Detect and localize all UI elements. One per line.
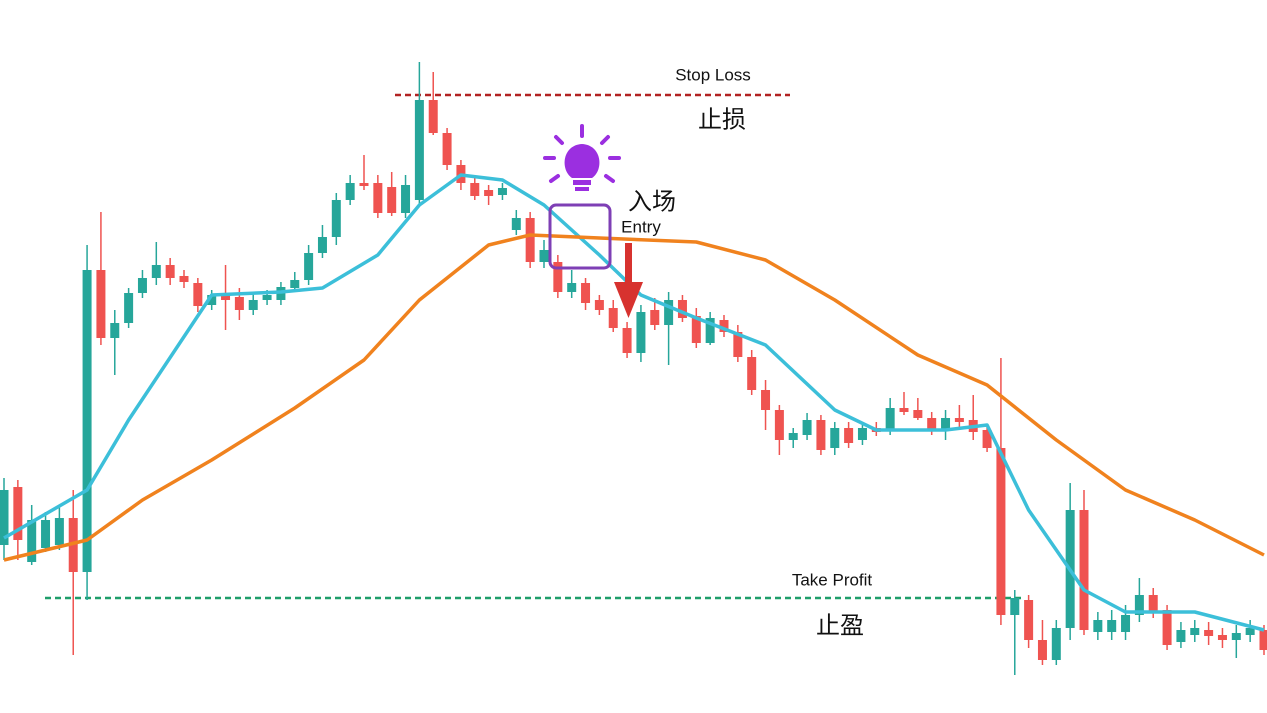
candle-body xyxy=(816,420,826,450)
candle-body xyxy=(511,218,521,230)
candle-body xyxy=(1190,628,1200,635)
candle-body xyxy=(401,185,411,213)
candle-body xyxy=(345,183,355,200)
candle-body xyxy=(650,310,660,325)
candle-body xyxy=(497,188,507,195)
candle-body xyxy=(124,293,134,323)
candle-body xyxy=(567,283,577,292)
candle-body xyxy=(844,428,854,443)
candle-body xyxy=(1245,628,1255,635)
candle-body xyxy=(359,183,369,186)
candle-body xyxy=(137,278,147,293)
candle-body xyxy=(1231,633,1241,640)
candle-body xyxy=(608,308,618,328)
candle-body xyxy=(221,293,231,300)
candle-body xyxy=(470,183,480,196)
entry-label-cn: 入场 xyxy=(628,188,676,215)
entry-label: Entry xyxy=(621,217,661,236)
candle-body xyxy=(594,300,604,310)
candle-body xyxy=(885,408,895,430)
take-profit-label: Take Profit xyxy=(792,570,873,589)
candle-body xyxy=(387,187,397,213)
candle-body xyxy=(317,237,327,253)
candle-body xyxy=(1079,510,1089,630)
candle-body xyxy=(802,420,812,435)
candle-body xyxy=(927,418,937,430)
candle-body xyxy=(733,332,743,357)
candle-body xyxy=(996,448,1006,615)
candle-body xyxy=(719,320,729,332)
candle-body xyxy=(165,265,175,278)
candle-body xyxy=(151,265,161,278)
candle-body xyxy=(664,300,674,325)
candle-body xyxy=(96,270,106,338)
candle-body xyxy=(1121,615,1131,632)
candle-body xyxy=(27,520,37,562)
candle-body xyxy=(13,487,23,540)
candle-body xyxy=(1176,630,1186,642)
candle-body xyxy=(1204,630,1214,636)
candle-body xyxy=(913,410,923,418)
candle-body xyxy=(830,428,840,448)
candle-body xyxy=(234,297,244,310)
candle-body xyxy=(248,300,258,310)
candle-body xyxy=(1217,635,1227,640)
candle-body xyxy=(539,250,549,262)
candle-body xyxy=(553,262,563,292)
moving-average-line xyxy=(3,233,1265,562)
candle-body xyxy=(1259,630,1267,650)
candle-body xyxy=(0,490,9,545)
candle-body xyxy=(857,428,867,440)
candle-body xyxy=(636,312,646,353)
candle-body xyxy=(82,270,92,572)
candle-body xyxy=(747,357,757,390)
candle-body xyxy=(788,433,798,440)
candle-body xyxy=(774,410,784,440)
candle-body xyxy=(1051,628,1061,660)
candle-body xyxy=(179,276,189,282)
candle-body xyxy=(484,190,494,196)
candle-body xyxy=(761,390,771,410)
candle-body xyxy=(1093,620,1103,632)
entry-box xyxy=(548,203,612,270)
candle-body xyxy=(525,218,535,262)
candle-body xyxy=(705,318,715,343)
candle-body xyxy=(954,418,964,422)
candle-body xyxy=(622,328,632,353)
candle-body xyxy=(677,300,687,318)
candle-body xyxy=(373,183,383,213)
candle-body xyxy=(262,295,272,300)
candle-body xyxy=(1024,600,1034,640)
candle-body xyxy=(110,323,120,338)
candle-body xyxy=(41,520,51,548)
candle-body xyxy=(1134,595,1144,615)
candle-body xyxy=(1162,610,1172,645)
candle-body xyxy=(331,200,341,237)
stop-loss-label-cn: 止损 xyxy=(698,106,746,133)
candle-body xyxy=(1107,620,1117,632)
candle-body xyxy=(691,316,701,343)
candle-body xyxy=(899,408,909,412)
candle-body xyxy=(581,283,591,303)
candle-body xyxy=(1037,640,1047,660)
candle-body xyxy=(1010,598,1020,615)
moving-average-line xyxy=(3,173,1265,632)
candle-body xyxy=(1148,595,1158,612)
candle-body xyxy=(54,518,64,545)
candle-body xyxy=(290,280,300,288)
take-profit-label-cn: 止盈 xyxy=(816,612,864,639)
candle-body xyxy=(428,100,438,133)
candle-body xyxy=(304,253,314,280)
lightbulb-icon xyxy=(543,124,621,191)
candle-body xyxy=(207,295,217,305)
candle-body xyxy=(193,283,203,306)
candle-body xyxy=(442,133,452,165)
candle-body xyxy=(982,430,992,448)
down-arrow xyxy=(614,243,643,318)
stop-loss-label: Stop Loss xyxy=(675,65,751,84)
candle-body xyxy=(414,100,424,200)
candle-body xyxy=(941,418,951,430)
